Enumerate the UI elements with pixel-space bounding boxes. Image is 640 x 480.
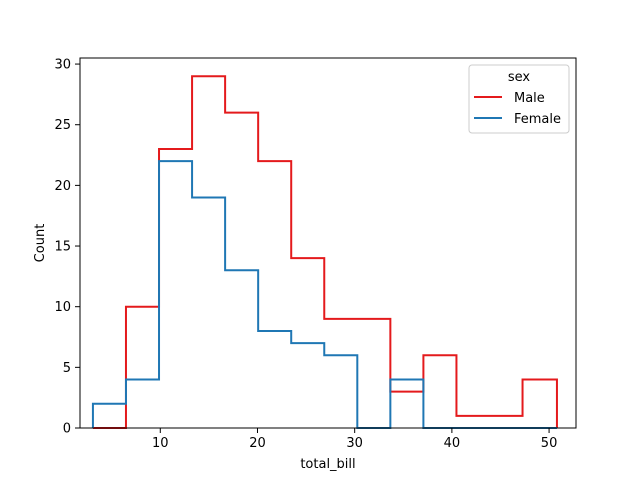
- x-axis: 10 20 30 40 50: [152, 428, 557, 451]
- y-tick-label: 20: [54, 179, 71, 194]
- x-tick-label: 10: [152, 436, 169, 451]
- legend: sex Male Female: [468, 64, 570, 134]
- x-tick-label: 50: [541, 436, 558, 451]
- series-line-female: [91, 160, 557, 429]
- y-tick-label: 5: [63, 361, 71, 376]
- legend-title: sex: [508, 70, 531, 85]
- y-axis: 0 5 10 15 20 25 30: [54, 58, 80, 437]
- y-tick-label: 30: [54, 58, 71, 73]
- y-tick-label: 15: [54, 240, 71, 255]
- plot-frame: [79, 57, 577, 429]
- x-tick-label: 30: [346, 436, 363, 451]
- legend-box: [468, 64, 570, 134]
- x-axis-label: total_bill: [300, 457, 355, 472]
- y-axis-label: Count: [33, 224, 48, 263]
- x-tick-label: 40: [444, 436, 461, 451]
- series-layer: [91, 75, 558, 429]
- legend-label-male: Male: [514, 91, 545, 106]
- y-tick-label: 0: [63, 422, 71, 437]
- x-tick-label: 20: [249, 436, 266, 451]
- series-line-male: [92, 75, 558, 429]
- y-tick-label: 10: [54, 300, 71, 315]
- y-tick-label: 25: [54, 118, 71, 133]
- legend-label-female: Female: [514, 112, 561, 127]
